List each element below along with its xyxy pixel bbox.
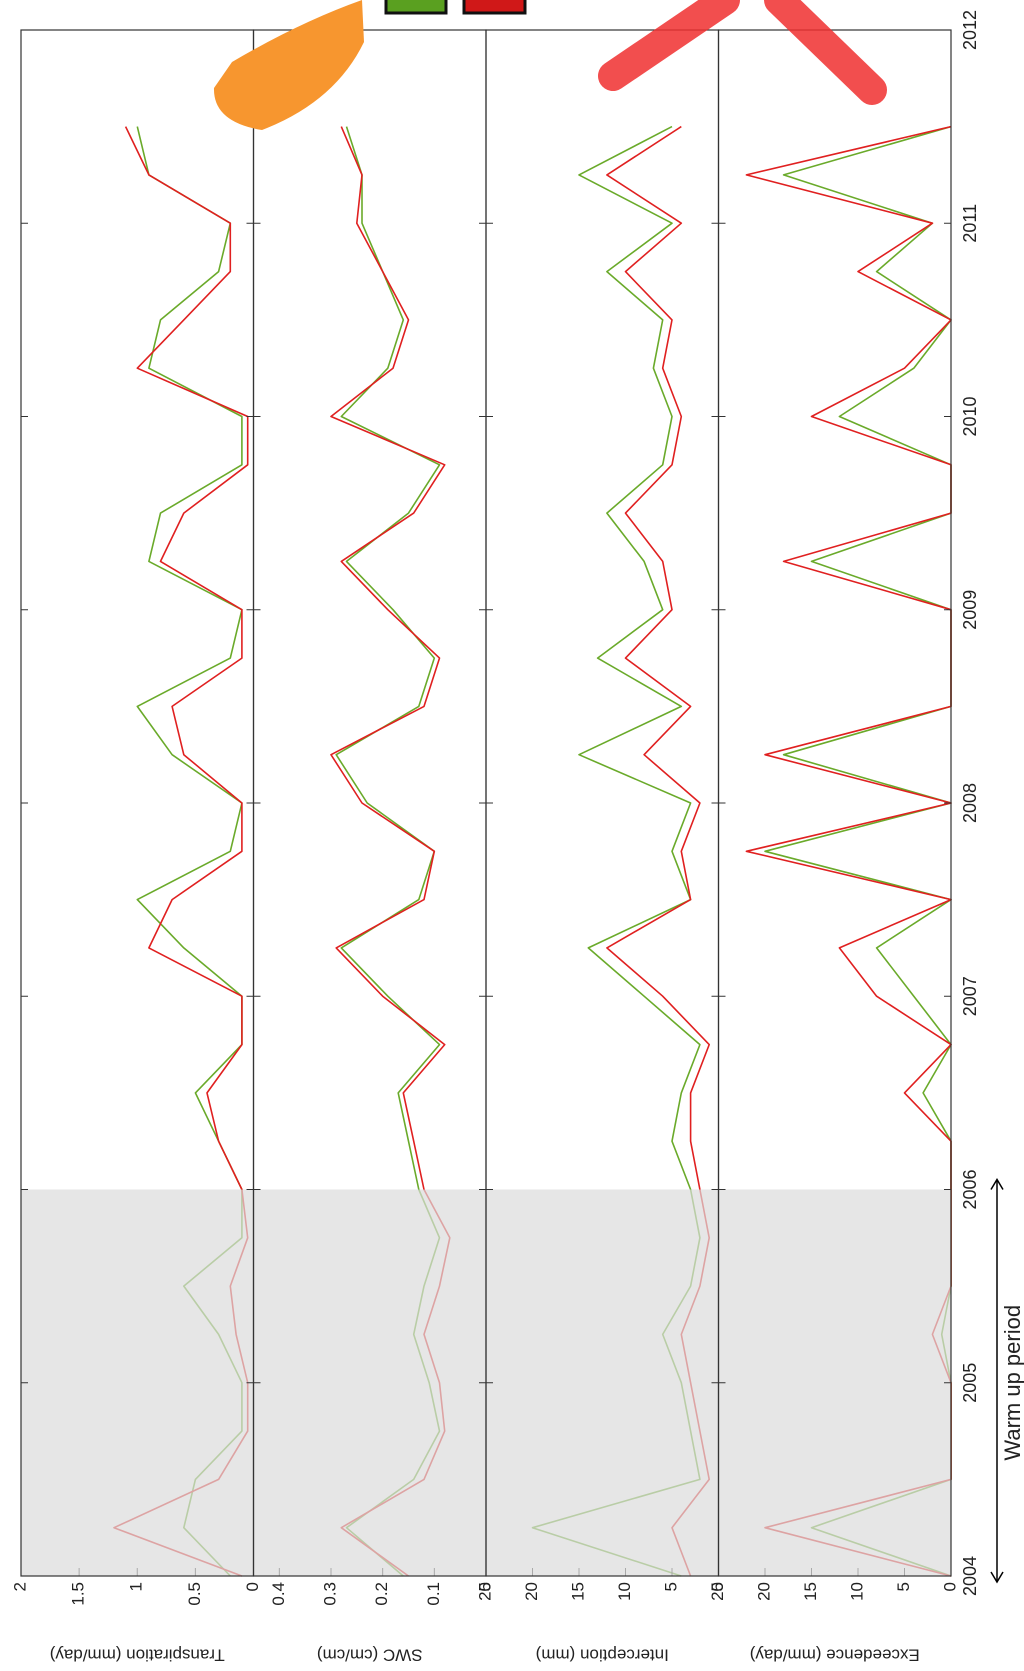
- red-swatch: [464, 0, 525, 13]
- y-tick-label: 5: [894, 1582, 913, 1591]
- x-tick-label: 2012: [960, 10, 980, 50]
- y-tick-label: 1: [127, 1582, 146, 1591]
- y-tick-label: 0.2: [372, 1582, 391, 1606]
- y-tick-label: 20: [754, 1582, 773, 1601]
- x-tick-label: 2011: [960, 204, 980, 243]
- red-cross-stroke: [779, 0, 872, 90]
- x-tick-label: 2009: [960, 590, 980, 630]
- orange-shape: [214, 0, 364, 130]
- y-axis-label: Transpiration (mm/day): [50, 1646, 225, 1665]
- y-tick-label: 1.5: [69, 1582, 88, 1606]
- x-tick-label: 2007: [960, 976, 980, 1016]
- y-tick-label: 5: [661, 1582, 680, 1591]
- chart: 0 0.5 1 1.5 2 Transpiration (mm/day) 0 0.1 0.2 0.…: [0, 0, 1024, 1671]
- y-tick-label: 2: [10, 1582, 29, 1591]
- y-tick-label: 15: [568, 1582, 587, 1601]
- x-tick-label: 2004: [960, 1556, 980, 1596]
- y-tick-label: 0.5: [185, 1582, 204, 1606]
- y-axis-label: Interception (mm): [536, 1646, 669, 1665]
- green-swatch: [386, 0, 446, 13]
- rotated-panels: 0 0.5 1 1.5 2 Transpiration (mm/day) 0 0.1 0.2 0.…: [10, 10, 1024, 1665]
- x-tick-label: 2010: [960, 396, 980, 436]
- y-tick-label: 15: [801, 1582, 820, 1601]
- x-tick-label: 2008: [960, 783, 980, 823]
- x-tick-label: 2006: [960, 1169, 980, 1209]
- y-tick-label: 0.4: [269, 1582, 288, 1606]
- y-tick-label: 25: [708, 1582, 727, 1601]
- y-tick-label: 10: [615, 1582, 634, 1601]
- y-tick-label: 20: [522, 1582, 541, 1601]
- y-tick-label: 10: [847, 1582, 866, 1601]
- y-tick-label: 0: [243, 1582, 262, 1591]
- y-tick-label: 0.1: [424, 1582, 443, 1606]
- red-cross-stroke: [613, 0, 725, 76]
- y-tick-label: 0: [940, 1582, 959, 1591]
- annotation: Warm up period: [1000, 1305, 1024, 1461]
- y-axis-label: Exceedence (mm/day): [750, 1646, 920, 1665]
- y-tick-label: 0.3: [320, 1582, 339, 1606]
- y-axis-label: SWC (cm/cm): [317, 1646, 423, 1665]
- y-tick-label: 25: [475, 1582, 494, 1601]
- x-tick-label: 2005: [960, 1363, 980, 1403]
